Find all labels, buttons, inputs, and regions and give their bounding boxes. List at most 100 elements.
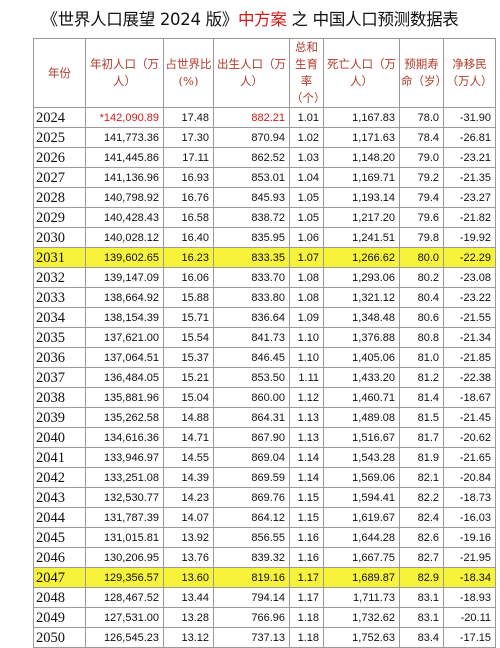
population-cell: 138,154.39 — [85, 307, 164, 328]
births-cell: 845.93 — [213, 187, 290, 208]
table-row: 2028 140,798.92 16.76 845.93 1.05 1,193.14 79.… — [33, 187, 496, 208]
births-cell: 869.04 — [213, 447, 290, 468]
fertility-rate-cell: 1.04 — [289, 167, 324, 188]
year-cell: 2047 — [33, 567, 86, 588]
fertility-rate-cell: 1.14 — [289, 467, 324, 488]
year-cell: 2040 — [33, 427, 86, 448]
fertility-rate-cell: 1.16 — [289, 547, 324, 568]
net-migration-cell: -18.93 — [443, 587, 496, 608]
population-cell: 137,621.00 — [85, 327, 164, 348]
year-cell: 2028 — [33, 187, 86, 208]
life-expectancy-cell: 80.4 — [399, 287, 444, 308]
net-migration-cell: -19.92 — [443, 227, 496, 248]
table-row: 2045 131,015.81 13.92 856.55 1.16 1,644.28 82.… — [33, 527, 496, 548]
year-cell: 2043 — [33, 487, 86, 508]
year-cell: 2048 — [33, 587, 86, 608]
births-cell: 856.55 — [213, 527, 290, 548]
table-row: 2041 133,946.97 14.55 869.04 1.14 1,543.28 81.… — [33, 447, 496, 468]
life-expectancy-cell: 82.4 — [399, 507, 444, 528]
table-row: 2026 141,445.86 17.11 862.52 1.03 1,148.20 79.… — [33, 147, 496, 168]
year-cell: 2034 — [33, 307, 86, 328]
year-cell: 2045 — [33, 527, 86, 548]
fertility-rate-cell: 1.10 — [289, 347, 324, 368]
deaths-cell: 1,711.73 — [323, 587, 400, 608]
table-row: 2049 127,531.00 13.28 766.96 1.18 1,732.62 83.… — [33, 607, 496, 628]
population-cell: 131,787.39 — [85, 507, 164, 528]
births-cell: 853.50 — [213, 367, 290, 388]
table-row: 2040 134,616.36 14.71 867.90 1.13 1,516.67 81.… — [33, 427, 496, 448]
fertility-rate-cell: 1.12 — [289, 387, 324, 408]
net-migration-cell: -21.82 — [443, 207, 496, 228]
fertility-rate-cell: 1.06 — [289, 227, 324, 248]
page-title: 《世界人口展望 2024 版》中方案 之 中国人口预测数据表 — [0, 6, 500, 34]
deaths-cell: 1,241.51 — [323, 227, 400, 248]
deaths-cell: 1,752.63 — [323, 627, 400, 648]
year-cell: 2038 — [33, 387, 86, 408]
births-cell: 794.14 — [213, 587, 290, 608]
world-share-cell: 14.55 — [163, 447, 214, 468]
population-cell: 127,531.00 — [85, 607, 164, 628]
header-year: 年份 — [33, 38, 86, 108]
deaths-cell: 1,732.62 — [323, 607, 400, 628]
births-cell: 819.16 — [213, 567, 290, 588]
year-cell: 2046 — [33, 547, 86, 568]
fertility-rate-cell: 1.15 — [289, 487, 324, 508]
births-cell: 839.32 — [213, 547, 290, 568]
fertility-rate-cell: 1.08 — [289, 287, 324, 308]
world-share-cell: 16.76 — [163, 187, 214, 208]
year-cell: 2027 — [33, 167, 86, 188]
population-cell: 138,664.92 — [85, 287, 164, 308]
net-migration-cell: -18.67 — [443, 387, 496, 408]
fertility-rate-cell: 1.03 — [289, 147, 324, 168]
population-cell: 129,356.57 — [85, 567, 164, 588]
table-header-row: 年份 年初人口（万人） 占世界比 (%) 出生人口（万人） 总和生育率（个） 死… — [33, 38, 496, 108]
net-migration-cell: -20.84 — [443, 467, 496, 488]
year-cell: 2032 — [33, 267, 86, 288]
title-prefix: 《世界人口展望 2024 版》 — [41, 10, 239, 29]
life-expectancy-cell: 83.1 — [399, 607, 444, 628]
year-cell: 2036 — [33, 347, 86, 368]
year-cell: 2024 — [33, 107, 86, 128]
net-migration-cell: -21.65 — [443, 447, 496, 468]
life-expectancy-cell: 79.2 — [399, 167, 444, 188]
life-expectancy-cell: 81.5 — [399, 407, 444, 428]
life-expectancy-cell: 79.4 — [399, 187, 444, 208]
deaths-cell: 1,266.62 — [323, 247, 400, 268]
net-migration-cell: -21.95 — [443, 547, 496, 568]
deaths-cell: 1,217.20 — [323, 207, 400, 228]
header-net-migration: 净移民（万人） — [443, 38, 496, 108]
fertility-rate-cell: 1.05 — [289, 207, 324, 228]
header-fertility-rate: 总和生育率（个） — [289, 38, 324, 108]
net-migration-cell: -22.29 — [443, 247, 496, 268]
deaths-cell: 1,460.71 — [323, 387, 400, 408]
births-cell: 853.01 — [213, 167, 290, 188]
table-row-highlighted: 2031 139,602.65 16.23 833.35 1.07 1,266.62 80.… — [33, 247, 496, 268]
net-migration-cell: -31.90 — [443, 107, 496, 128]
fertility-rate-cell: 1.18 — [289, 607, 324, 628]
fertility-rate-cell: 1.05 — [289, 187, 324, 208]
title-suffix: 之 中国人口预测数据表 — [286, 10, 459, 29]
life-expectancy-cell: 79.6 — [399, 207, 444, 228]
fertility-rate-cell: 1.02 — [289, 127, 324, 148]
fertility-rate-cell: 1.11 — [289, 367, 324, 388]
births-cell: 766.96 — [213, 607, 290, 628]
net-migration-cell: -18.34 — [443, 567, 496, 588]
life-expectancy-cell: 81.7 — [399, 427, 444, 448]
fertility-rate-cell: 1.08 — [289, 267, 324, 288]
header-life-expectancy: 预期寿命（岁） — [399, 38, 444, 108]
deaths-cell: 1,193.14 — [323, 187, 400, 208]
table-row: 2044 131,787.39 14.07 864.12 1.15 1,619.67 82.… — [33, 507, 496, 528]
population-cell: 128,467.52 — [85, 587, 164, 608]
life-expectancy-cell: 82.1 — [399, 467, 444, 488]
life-expectancy-cell: 80.0 — [399, 247, 444, 268]
table-row: 2027 141,136.96 16.93 853.01 1.04 1,169.71 79.… — [33, 167, 496, 188]
births-cell: 864.12 — [213, 507, 290, 528]
table-row-highlighted: 2047 129,356.57 13.60 819.16 1.17 1,689.87 82.… — [33, 567, 496, 588]
table-row: 2050 126,545.23 13.12 737.13 1.18 1,752.63 83.… — [33, 627, 496, 648]
year-cell: 2039 — [33, 407, 86, 428]
table-row: 2036 137,064.51 15.37 846.45 1.10 1,405.06 81.… — [33, 347, 496, 368]
births-cell: 867.90 — [213, 427, 290, 448]
deaths-cell: 1,321.12 — [323, 287, 400, 308]
deaths-cell: 1,489.08 — [323, 407, 400, 428]
world-share-cell: 16.06 — [163, 267, 214, 288]
